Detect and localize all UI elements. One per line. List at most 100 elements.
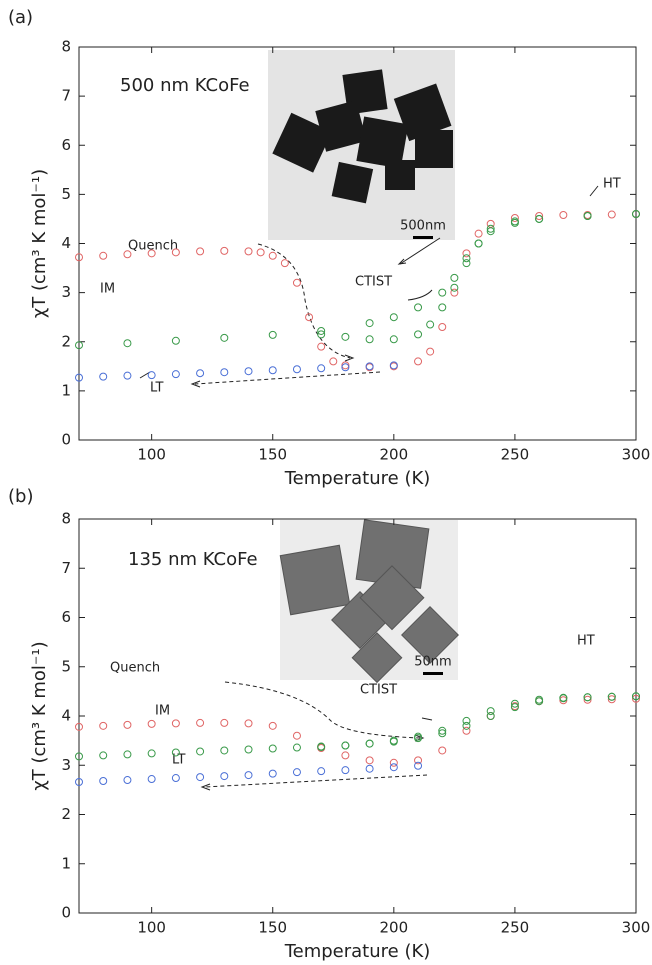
y-axis-label: χT (cm³ K mol⁻¹) [29, 641, 50, 790]
data-point [317, 767, 326, 776]
y-axis-label: χT (cm³ K mol⁻¹) [29, 169, 50, 318]
x-tick-label: 100 [137, 446, 166, 464]
annotation: CTIST [360, 683, 397, 698]
data-point [365, 764, 374, 773]
data-point [607, 692, 616, 701]
data-point [317, 330, 326, 339]
y-tick-label: 0 [61, 904, 71, 922]
data-point [365, 335, 374, 344]
data-point [244, 247, 253, 256]
data-point [99, 721, 108, 730]
y-tick-label: 1 [61, 381, 71, 399]
data-point [341, 741, 350, 750]
data-point [171, 336, 180, 345]
data-point [220, 333, 229, 342]
data-point [171, 748, 180, 757]
data-point [414, 357, 423, 366]
x-axis-label: Temperature (K) [284, 468, 431, 489]
data-point [147, 775, 156, 784]
data-point [462, 249, 471, 258]
data-point [220, 718, 229, 727]
data-point [292, 768, 301, 777]
data-point [99, 251, 108, 260]
data-point [474, 239, 483, 248]
data-point [196, 773, 205, 782]
x-tick-label: 300 [622, 919, 651, 937]
scale-bar [413, 236, 433, 239]
y-tick-label: 2 [61, 332, 71, 350]
data-point [123, 750, 132, 759]
data-point [341, 766, 350, 775]
data-point [414, 734, 423, 743]
x-tick-label: 300 [622, 446, 651, 464]
y-tick-label: 6 [61, 608, 71, 626]
annotation: HT [577, 634, 595, 649]
data-point [559, 211, 568, 220]
y-tick-label: 0 [61, 431, 71, 449]
curve-label: Quench [128, 239, 178, 254]
data-point [450, 273, 459, 282]
data-point [220, 368, 229, 377]
scale-bar-label: 500nm [400, 219, 446, 234]
data-point [607, 695, 616, 704]
data-point [147, 249, 156, 258]
data-point [244, 367, 253, 376]
curve-label: IM [100, 282, 115, 297]
y-tick-label: 1 [61, 854, 71, 872]
data-point [75, 253, 83, 262]
y-tick-label: 8 [61, 38, 71, 56]
arrows [200, 681, 433, 791]
data-point [123, 776, 132, 785]
data-point [486, 224, 495, 233]
data-point [317, 342, 326, 351]
y-tick-label: 6 [61, 136, 71, 154]
data-point [292, 365, 301, 374]
data-point [171, 248, 180, 257]
data-point [147, 371, 156, 380]
data-point [559, 696, 568, 705]
y-tick-label: 5 [61, 185, 71, 203]
data-point [486, 227, 495, 236]
data-point [365, 362, 374, 371]
data-point [75, 373, 83, 382]
data-point [220, 246, 229, 255]
data-point [244, 719, 253, 728]
data-point [317, 364, 326, 373]
y-tick-label: 4 [61, 707, 71, 725]
data-point [535, 214, 544, 223]
data-point [99, 777, 108, 786]
data-point [583, 695, 592, 704]
data-point [365, 319, 374, 328]
data-point [341, 363, 350, 372]
data-point [147, 749, 156, 758]
y-tick-label: 2 [61, 805, 71, 823]
data-point [341, 751, 350, 760]
data-point [438, 726, 447, 735]
y-tick-label: 3 [61, 283, 71, 301]
data-point [632, 692, 640, 701]
x-tick-label: 100 [137, 919, 166, 937]
x-tick-label: 200 [380, 446, 409, 464]
data-point [196, 247, 205, 256]
scale-bar-label: 50nm [414, 655, 451, 670]
data-point [426, 320, 435, 329]
data-point [486, 707, 495, 716]
data-point [438, 729, 447, 738]
data-point [632, 210, 640, 219]
data-point [414, 330, 423, 339]
x-axis-label: Temperature (K) [284, 941, 431, 962]
data-point [365, 739, 374, 748]
data-point [196, 369, 205, 378]
data-point [607, 210, 616, 219]
data-point [268, 721, 277, 730]
data-point [268, 769, 277, 778]
data-point [389, 758, 398, 767]
data-point [317, 743, 326, 752]
data-point [438, 288, 447, 297]
annotation: HT [603, 177, 621, 192]
data-point [196, 747, 205, 756]
data-point [510, 703, 519, 712]
data-point [317, 326, 326, 335]
data-point [171, 719, 180, 728]
data-point [268, 251, 277, 260]
